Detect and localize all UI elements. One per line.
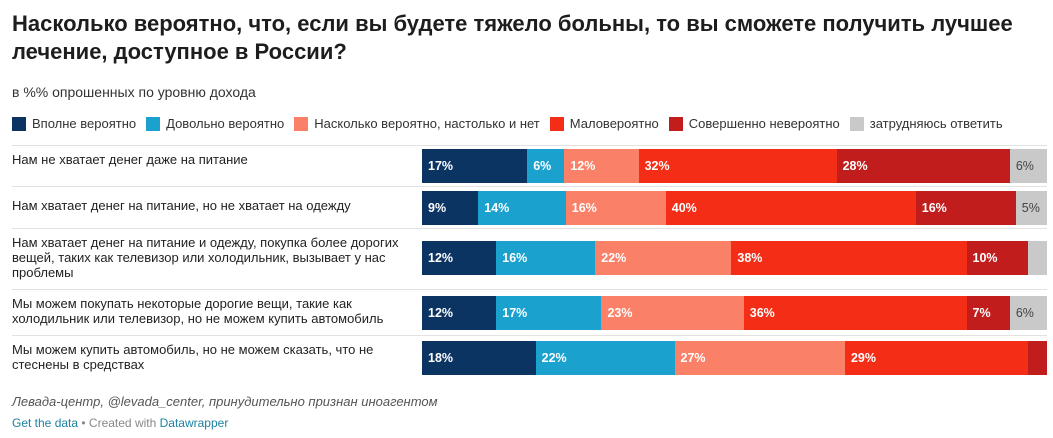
legend-swatch	[294, 116, 309, 131]
legend-label: затрудняюсь ответить	[869, 116, 1003, 131]
legend-item: Маловероятно	[549, 116, 659, 131]
bar-segment: 6%	[527, 149, 565, 183]
legend-swatch	[146, 116, 161, 131]
data-label: 7%	[972, 306, 991, 320]
data-label: 28%	[842, 159, 868, 173]
bar-segment: 16%	[565, 191, 666, 225]
data-label: 27%	[680, 351, 706, 365]
category-label: Нам не хватает денег даже на питание	[12, 152, 248, 167]
bar-segment: 12%	[564, 149, 639, 183]
footer-separator: • Created with	[78, 416, 160, 430]
legend-label: Вполне вероятно	[32, 116, 137, 131]
chart-subtitle: в %% опрошенных по уровню дохода	[12, 84, 256, 100]
legend-item: Вполне вероятно	[12, 116, 136, 131]
bar-segment: 23%	[601, 296, 744, 330]
data-label: 23%	[607, 306, 633, 320]
source-note: Левада-центр, @levada_center, принудител…	[12, 394, 438, 409]
chart-row: Нам хватает денег на питание, но не хват…	[12, 186, 1047, 229]
bar-segment: 38%	[731, 241, 967, 275]
bar-segment: 17%	[422, 149, 528, 183]
bar-segment: 22%	[595, 241, 732, 275]
stacked-bar: 18% 22% 27% 29%	[422, 341, 1047, 375]
data-label: 12%	[428, 251, 454, 265]
legend-item: затрудняюсь ответить	[849, 116, 1003, 131]
bar-segment: 32%	[638, 149, 837, 183]
data-label: 17%	[428, 159, 454, 173]
bar-segment: 17%	[496, 296, 602, 330]
data-label: 18%	[428, 351, 454, 365]
data-label: 22%	[601, 251, 627, 265]
bar-segment: 5%	[1015, 191, 1047, 225]
bar-segment: 40%	[665, 191, 916, 225]
chart-row: Нам не хватает денег даже на питание 17% 6…	[12, 145, 1047, 187]
legend-item: Довольно вероятно	[146, 116, 284, 131]
datawrapper-link[interactable]: Datawrapper	[159, 416, 229, 430]
bar-segment: 12%	[422, 241, 497, 275]
category-label: Мы можем покупать некоторые дорогие вещи…	[12, 296, 384, 326]
data-label: 9%	[428, 201, 447, 215]
bar-segment: 7%	[966, 296, 1010, 330]
data-label: 6%	[1015, 159, 1034, 173]
stacked-bar: 9% 14% 16% 40% 16% 5%	[422, 191, 1047, 225]
data-label: 22%	[541, 351, 567, 365]
legend: Вполне вероятно Довольно вероятно Наскольк…	[12, 116, 1047, 131]
bar-segment: 12%	[422, 296, 497, 330]
bar-segment: 16%	[496, 241, 596, 275]
chart-row: Нам хватает денег на питание и одежду, п…	[12, 228, 1047, 290]
bar-segment: 18%	[422, 341, 536, 375]
legend-item: Насколько вероятно, настолько и нет	[294, 116, 540, 131]
bar-segment: 36%	[743, 296, 967, 330]
legend-swatch	[849, 116, 864, 131]
bar-segment: 6%	[1009, 296, 1047, 330]
data-label: 6%	[533, 159, 552, 173]
bar-segment: 6%	[1009, 149, 1047, 183]
data-label: 10%	[972, 251, 998, 265]
bar-segment: 16%	[915, 191, 1016, 225]
data-label: 14%	[484, 201, 510, 215]
legend-label: Насколько вероятно, настолько и нет	[314, 116, 540, 131]
category-label: Нам хватает денег на питание и одежду, п…	[12, 235, 399, 280]
legend-swatch	[668, 116, 683, 131]
bar-segment: 29%	[844, 341, 1029, 375]
legend-item: Совершенно невероятно	[668, 116, 840, 131]
category-label: Нам хватает денег на питание, но не хват…	[12, 198, 351, 213]
legend-swatch	[12, 116, 26, 131]
legend-swatch	[549, 116, 564, 131]
data-label: 38%	[737, 251, 763, 265]
data-label: 17%	[502, 306, 528, 320]
legend-label: Довольно вероятно	[166, 116, 285, 131]
stacked-bar: 12% 16% 22% 38% 10%	[422, 241, 1047, 275]
data-label: 32%	[644, 159, 670, 173]
data-label: 16%	[502, 251, 528, 265]
bar-segment: 9%	[422, 191, 479, 225]
chart-row: Мы можем покупать некоторые дорогие вещи…	[12, 289, 1047, 336]
data-label: 12%	[570, 159, 596, 173]
data-label: 29%	[850, 351, 876, 365]
bar-segment	[1028, 241, 1047, 275]
category-label: Мы можем купить автомобиль, но не можем …	[12, 342, 374, 372]
legend-label: Совершенно невероятно	[688, 116, 840, 131]
data-label: 16%	[921, 201, 947, 215]
bar-segment: 27%	[674, 341, 845, 375]
bar-segment	[1028, 341, 1047, 375]
footer-links: Get the data • Created with Datawrapper	[12, 416, 228, 430]
data-label: 40%	[671, 201, 697, 215]
bar-segment: 14%	[478, 191, 566, 225]
data-label: 16%	[571, 201, 597, 215]
data-label: 12%	[428, 306, 454, 320]
data-label: 36%	[749, 306, 775, 320]
chart-row: Мы можем купить автомобиль, но не можем …	[12, 335, 1047, 380]
data-label: 6%	[1015, 306, 1034, 320]
bar-segment: 28%	[836, 149, 1010, 183]
bar-segment: 22%	[535, 341, 675, 375]
chart-title: Насколько вероятно, что, если вы будете …	[12, 11, 1013, 64]
stacked-bar: 17% 6% 12% 32% 28% 6%	[422, 149, 1047, 183]
stacked-bar: 12% 17% 23% 36% 7% 6%	[422, 296, 1047, 330]
data-label: 5%	[1021, 201, 1040, 215]
get-the-data-link[interactable]: Get the data	[12, 416, 79, 430]
legend-label: Маловероятно	[569, 116, 659, 131]
bar-segment: 10%	[966, 241, 1029, 275]
